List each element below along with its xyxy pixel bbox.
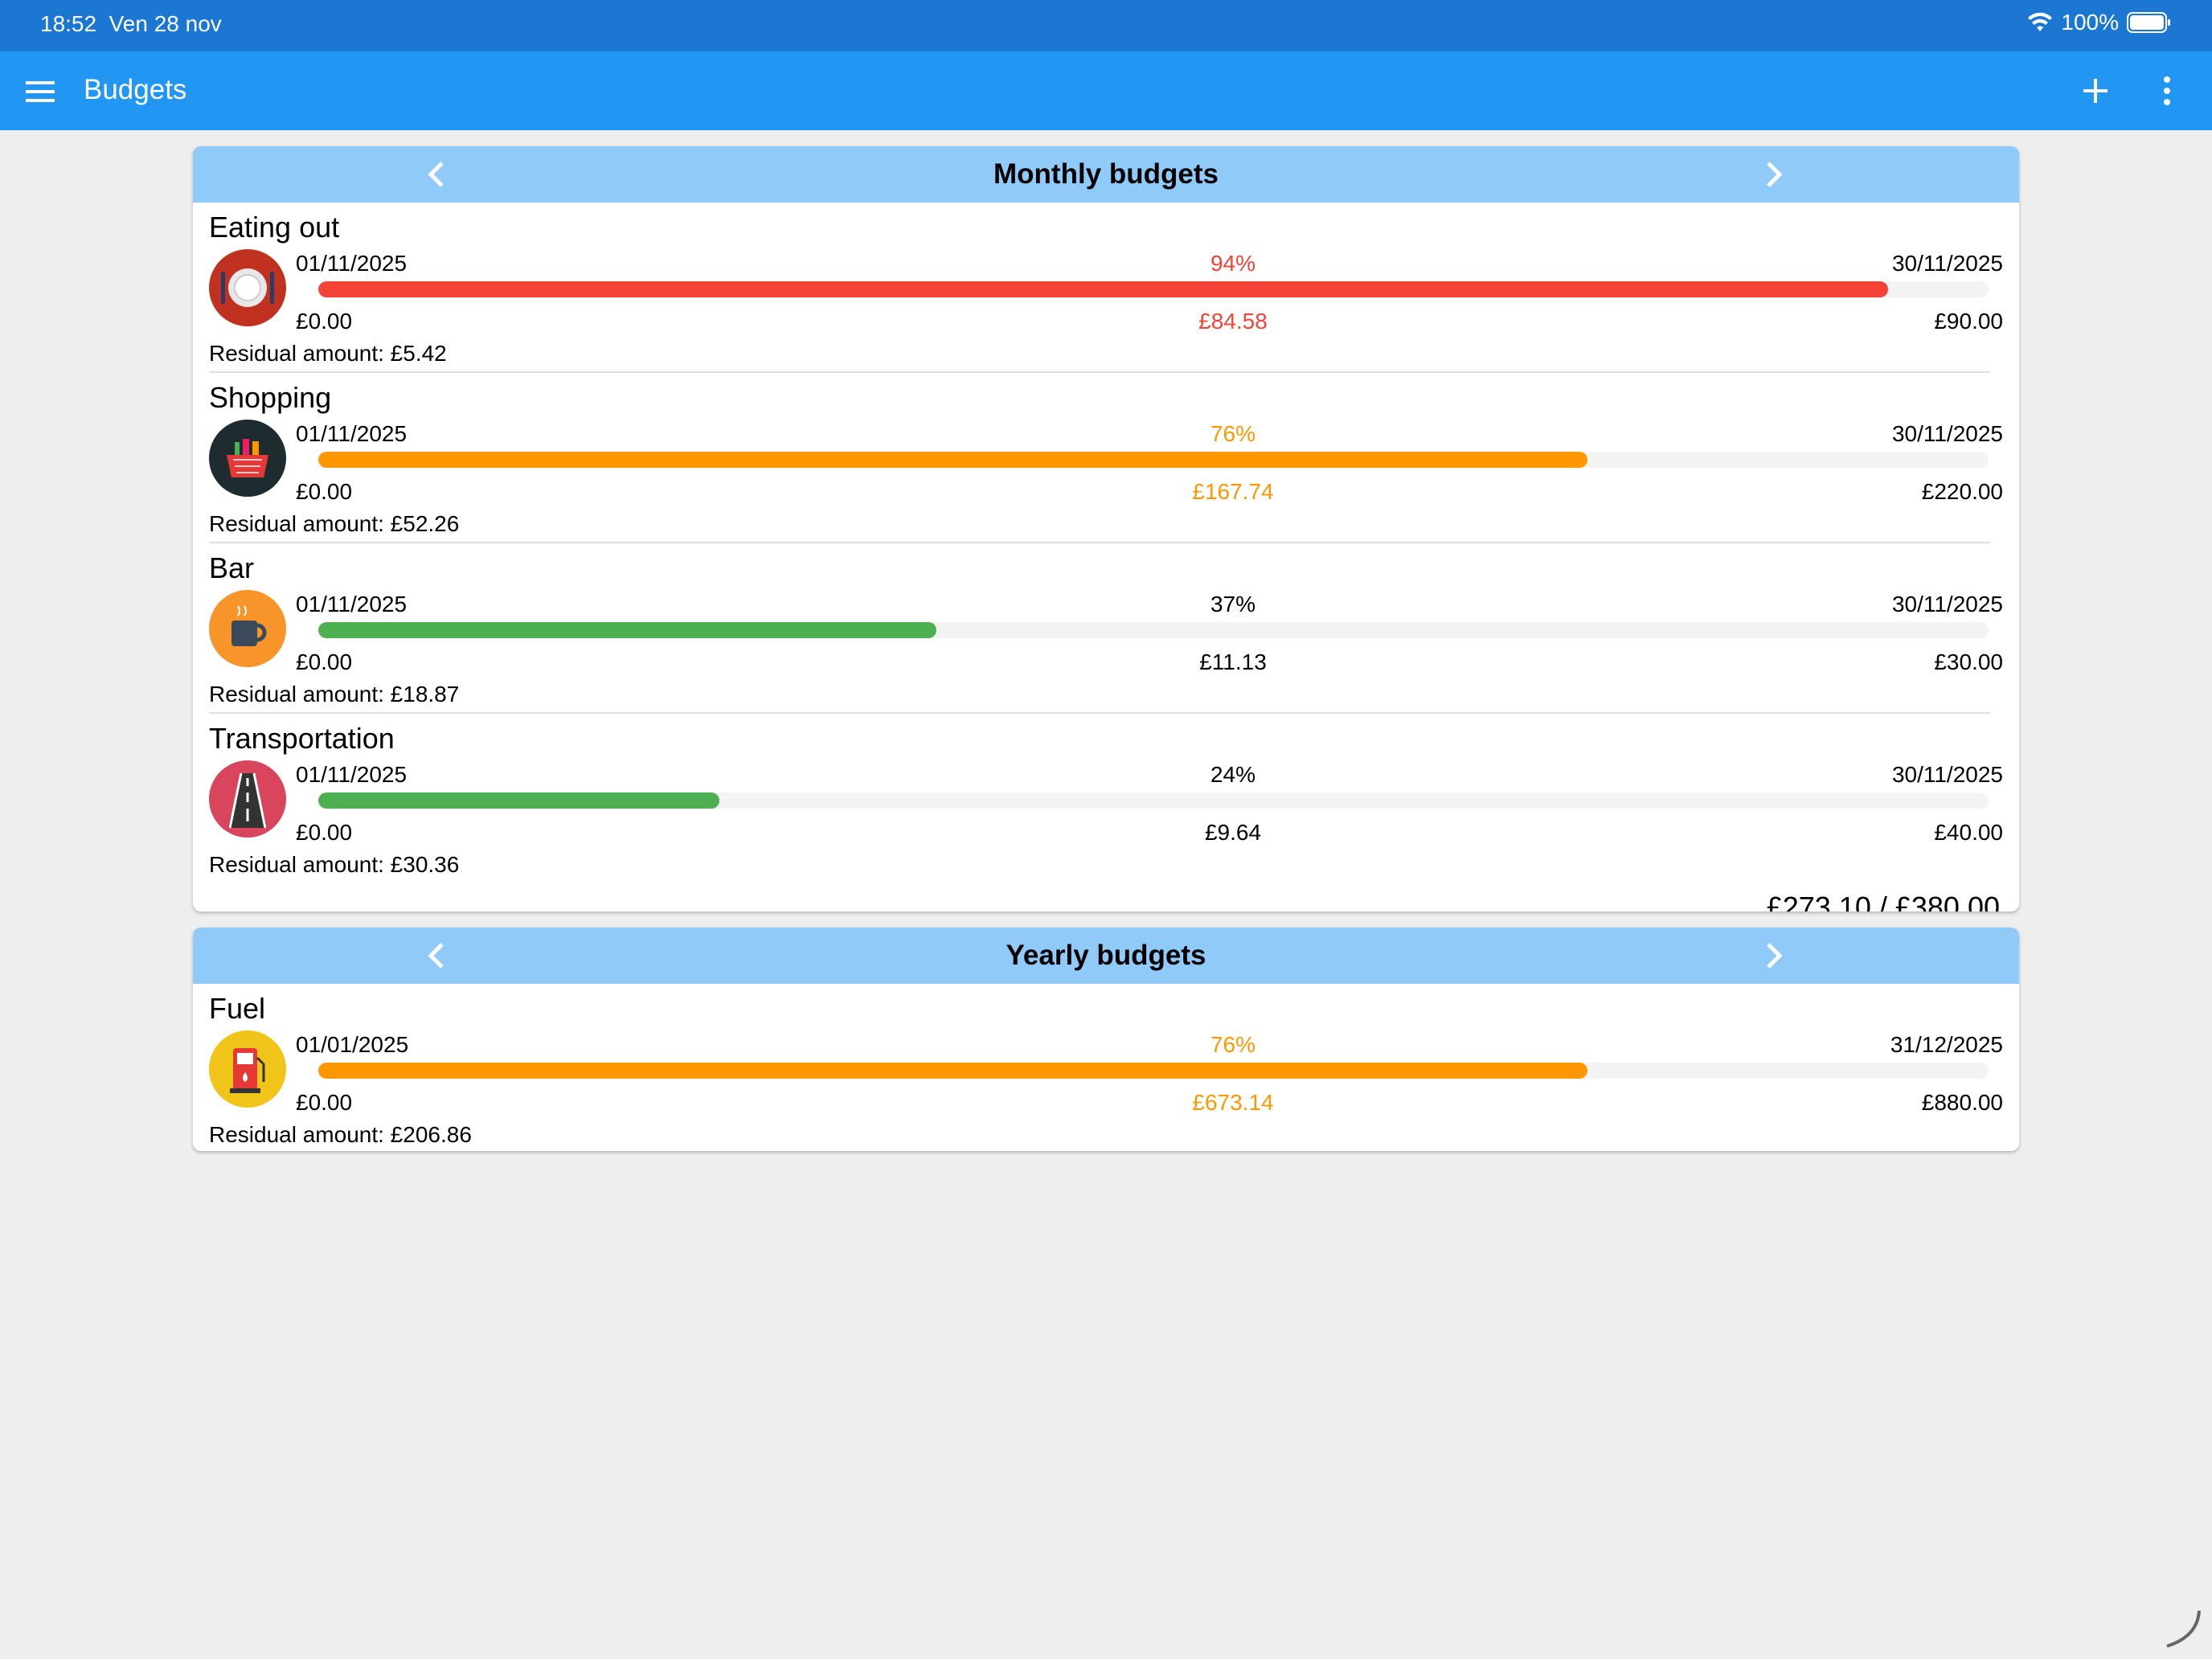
budget-item-transportation[interactable]: Transportation 01/11/2025 24% 30/11/2025… bbox=[193, 714, 2019, 883]
wifi-icon bbox=[2028, 12, 2053, 31]
spent-amount: £167.74 bbox=[1192, 479, 1274, 504]
spent-amount: £9.64 bbox=[1204, 820, 1262, 845]
progress-fill bbox=[318, 622, 936, 638]
progress-bar bbox=[318, 452, 1989, 468]
budget-item-fuel[interactable]: Fuel 01/01/2025 76% 31/12/2025 £0.00 £67… bbox=[193, 984, 2019, 1151]
monthly-total-amount: £273.10 / £380.00 bbox=[1766, 891, 2000, 911]
budget-name: Fuel bbox=[209, 992, 266, 1025]
budget-item-eating-out[interactable]: Eating out 01/11/2025 94% 30/11/2025 £0.… bbox=[193, 203, 2019, 371]
max-amount: £220.00 bbox=[1921, 479, 2003, 504]
budget-percent: 76% bbox=[1210, 1032, 1256, 1057]
fuel-pump-icon bbox=[209, 1030, 286, 1108]
battery-percent: 100% bbox=[2061, 10, 2119, 35]
divider bbox=[209, 542, 1990, 543]
more-vert-icon[interactable] bbox=[2151, 71, 2183, 111]
max-amount: £90.00 bbox=[1934, 309, 2003, 334]
min-amount: £0.00 bbox=[296, 820, 353, 845]
progress-fill bbox=[318, 793, 719, 809]
residual-amount: Residual amount: £18.87 bbox=[209, 682, 460, 707]
plate-cutlery-icon bbox=[209, 249, 286, 326]
residual-amount: Residual amount: £5.42 bbox=[209, 341, 447, 366]
budget-name: Transportation bbox=[209, 722, 395, 755]
start-date: 01/11/2025 bbox=[296, 592, 408, 616]
residual-amount: Residual amount: £52.26 bbox=[209, 511, 460, 536]
monthly-budgets-title: Monthly budgets bbox=[993, 158, 1219, 190]
spent-amount: £84.58 bbox=[1198, 309, 1268, 334]
budget-name: Shopping bbox=[209, 381, 332, 414]
max-amount: £30.00 bbox=[1934, 649, 2003, 674]
yearly-budgets-title: Yearly budgets bbox=[1006, 940, 1206, 971]
chevron-left-icon[interactable] bbox=[423, 941, 452, 970]
spent-amount: £673.14 bbox=[1192, 1090, 1274, 1115]
monthly-total: £273.10 / £380.00 bbox=[193, 883, 2019, 911]
progress-bar bbox=[318, 622, 1989, 638]
start-date: 01/11/2025 bbox=[296, 762, 408, 787]
resize-corner-icon bbox=[2166, 1610, 2201, 1648]
progress-fill bbox=[318, 452, 1588, 468]
progress-bar bbox=[318, 793, 1989, 809]
progress-fill bbox=[318, 281, 1889, 297]
min-amount: £0.00 bbox=[296, 309, 353, 334]
budget-name: Bar bbox=[209, 551, 255, 584]
app-bar: Budgets bbox=[0, 51, 2212, 130]
residual-amount: Residual amount: £30.36 bbox=[209, 852, 460, 877]
budget-percent: 94% bbox=[1210, 251, 1256, 276]
monthly-budgets-header: Monthly budgets bbox=[193, 146, 2019, 203]
budget-name: Eating out bbox=[209, 211, 340, 244]
progress-fill bbox=[318, 1063, 1588, 1079]
status-time: 18:52 Ven 28 nov bbox=[40, 11, 222, 36]
start-date: 01/11/2025 bbox=[296, 421, 408, 446]
divider bbox=[209, 371, 1990, 373]
residual-amount: Residual amount: £206.86 bbox=[209, 1122, 472, 1147]
status-bar: 18:52 Ven 28 nov 100% bbox=[0, 0, 2212, 51]
shopping-basket-icon bbox=[209, 420, 286, 497]
progress-bar bbox=[318, 281, 1989, 297]
budget-item-bar[interactable]: Bar 01/11/2025 37% 30/11/2025 £0.00 £11.… bbox=[193, 543, 2019, 712]
end-date: 30/11/2025 bbox=[1891, 251, 2003, 276]
start-date: 01/01/2025 bbox=[296, 1032, 409, 1057]
chevron-right-icon[interactable] bbox=[1759, 941, 1788, 970]
min-amount: £0.00 bbox=[296, 479, 353, 504]
end-date: 30/11/2025 bbox=[1891, 592, 2003, 616]
menu-icon[interactable] bbox=[24, 76, 56, 108]
divider bbox=[209, 712, 1990, 714]
road-icon bbox=[209, 760, 286, 838]
chevron-left-icon[interactable] bbox=[423, 160, 452, 189]
start-date: 01/11/2025 bbox=[296, 251, 408, 276]
chevron-right-icon[interactable] bbox=[1759, 160, 1788, 189]
coffee-mug-icon bbox=[209, 590, 286, 667]
max-amount: £40.00 bbox=[1934, 820, 2003, 845]
min-amount: £0.00 bbox=[296, 1090, 353, 1115]
monthly-budgets-card: Monthly budgets Eating out 01/11/2025 94… bbox=[193, 146, 2019, 911]
spent-amount: £11.13 bbox=[1199, 649, 1267, 674]
end-date: 30/11/2025 bbox=[1891, 762, 2003, 787]
battery-icon bbox=[2127, 12, 2170, 33]
end-date: 31/12/2025 bbox=[1890, 1032, 2003, 1057]
add-icon[interactable] bbox=[2075, 71, 2116, 111]
budget-item-shopping[interactable]: Shopping 01/11/2025 76% 30/11/2025 £0.00… bbox=[193, 373, 2019, 542]
yearly-budgets-card: Yearly budgets Fuel 01/01/2025 76% 31/12… bbox=[193, 928, 2019, 1151]
budget-percent: 24% bbox=[1210, 762, 1256, 787]
budget-percent: 76% bbox=[1210, 421, 1256, 446]
max-amount: £880.00 bbox=[1921, 1090, 2003, 1115]
min-amount: £0.00 bbox=[296, 649, 353, 674]
yearly-budgets-header: Yearly budgets bbox=[193, 928, 2019, 984]
end-date: 30/11/2025 bbox=[1891, 421, 2003, 446]
budget-percent: 37% bbox=[1210, 592, 1256, 616]
status-right: 100% bbox=[2027, 10, 2172, 35]
progress-bar bbox=[318, 1063, 1989, 1079]
page-title: Budgets bbox=[84, 74, 187, 105]
